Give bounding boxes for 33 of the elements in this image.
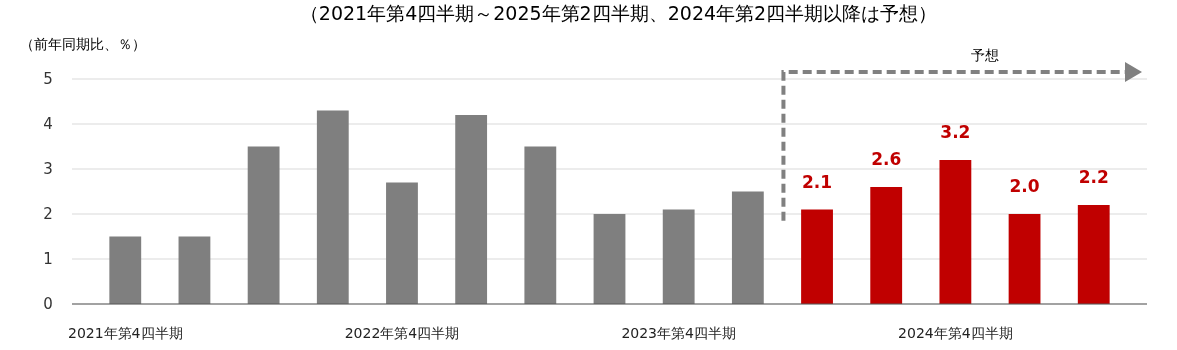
- x-tick-label: 2024年第4四半期: [898, 325, 1013, 341]
- bar: [1077, 205, 1110, 304]
- y-tick-label: 1: [43, 250, 53, 269]
- data-label: 3.2: [940, 122, 971, 142]
- x-tick-label: 2022年第4四半期: [344, 325, 460, 341]
- chart-title: （2021年第4四半期～2025年第2四半期、2024年第2四半期以降は予想）: [299, 2, 938, 24]
- bar: [109, 236, 142, 304]
- bar: [593, 214, 626, 304]
- bar: [662, 209, 695, 304]
- data-label: 2.2: [1078, 167, 1109, 187]
- bar: [386, 182, 418, 304]
- y-tick-label: 5: [43, 70, 53, 89]
- x-tick-label: 2023年第4四半期: [621, 325, 736, 341]
- bar: [316, 110, 349, 304]
- text: 予想: [971, 47, 1000, 63]
- bar: [939, 160, 972, 304]
- bar: [870, 187, 903, 304]
- bar: [801, 209, 833, 304]
- bar: [524, 146, 557, 304]
- bar: [455, 115, 488, 304]
- y-tick-label: 0: [43, 295, 53, 314]
- bar: [731, 191, 764, 304]
- y-tick-label: 4: [43, 115, 53, 134]
- y-tick-label: 2: [43, 205, 53, 224]
- bar: [178, 236, 211, 304]
- y-tick-label: 3: [43, 160, 53, 179]
- data-label: 2.0: [1009, 176, 1040, 196]
- y-axis-title: （前年同期比、％）: [20, 36, 146, 52]
- data-label: 2.6: [871, 149, 902, 169]
- x-tick-label: 2021年第4四半期: [67, 325, 183, 341]
- bar: [1008, 214, 1041, 304]
- bar: [247, 146, 280, 304]
- data-label: 2.1: [801, 171, 833, 192]
